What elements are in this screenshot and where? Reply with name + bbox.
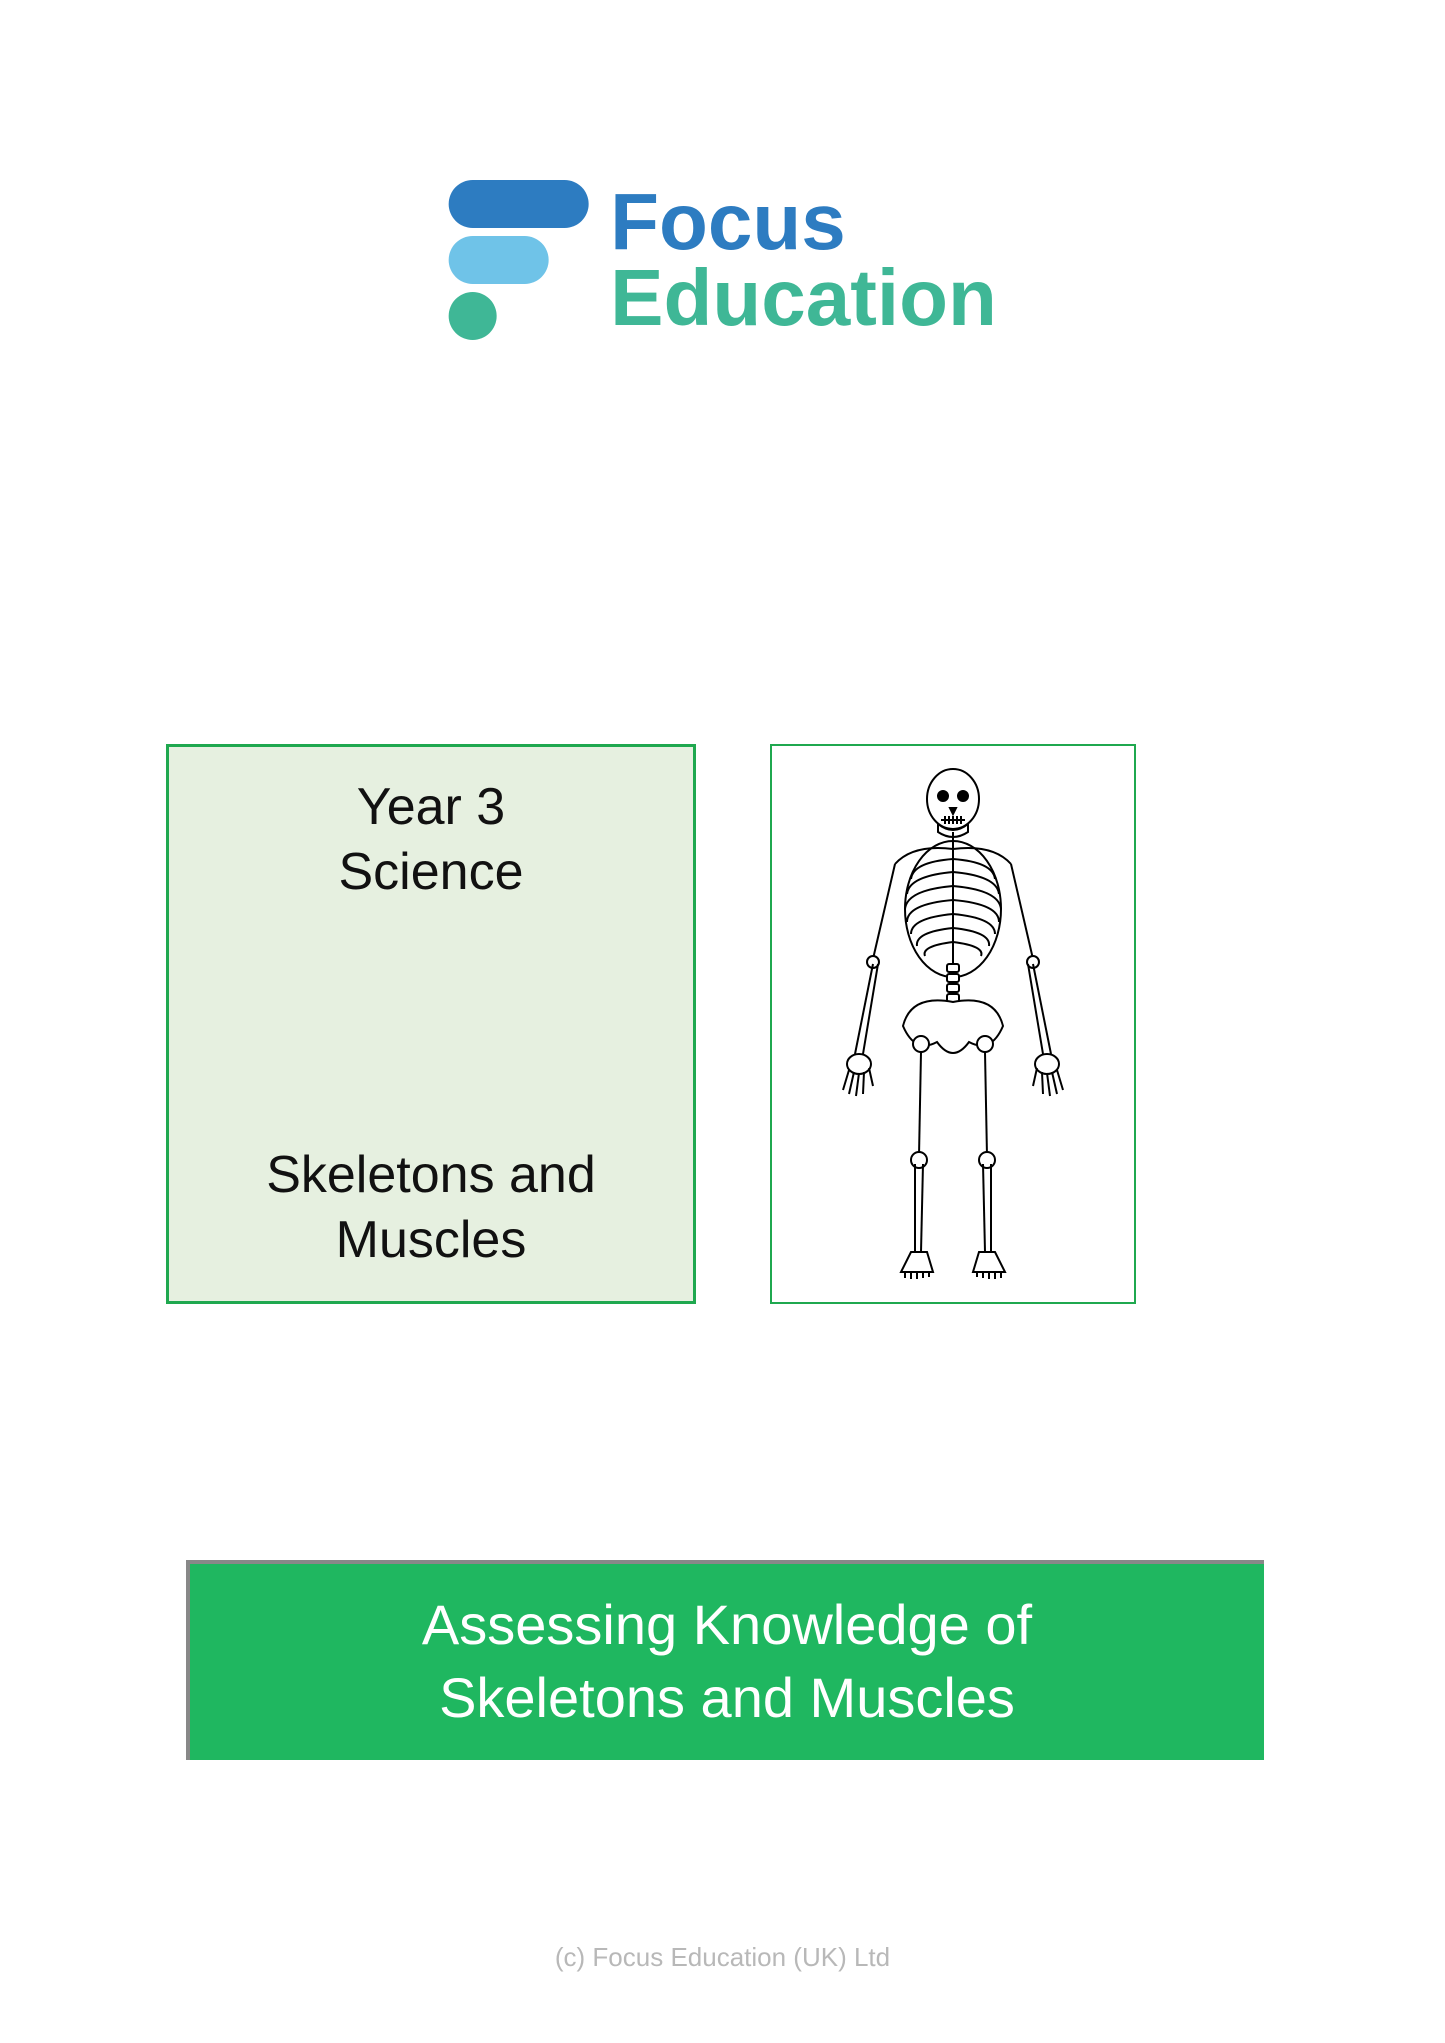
subject-label: Science <box>189 840 673 905</box>
banner-text: Assessing Knowledge of Skeletons and Mus… <box>422 1589 1032 1735</box>
topic-title-block: Skeletons and Muscles <box>189 1143 673 1273</box>
logo-dot <box>448 292 496 340</box>
copyright-footer: (c) Focus Education (UK) Ltd <box>0 1942 1445 1973</box>
focus-education-logo: Focus Education <box>448 180 997 340</box>
skeleton-icon <box>803 764 1103 1284</box>
logo-bar-top <box>448 180 588 228</box>
year-subject-block: Year 3 Science <box>189 775 673 905</box>
logo-bar-mid <box>448 236 548 284</box>
topic-line1: Skeletons and <box>189 1143 673 1208</box>
logo-text-education: Education <box>610 260 997 336</box>
topic-line2: Muscles <box>189 1208 673 1273</box>
year-label: Year 3 <box>189 775 673 840</box>
logo-mark <box>448 180 588 340</box>
banner-line1: Assessing Knowledge of <box>422 1593 1032 1656</box>
logo-wordmark: Focus Education <box>610 184 997 336</box>
skeleton-image-box <box>770 744 1136 1304</box>
topic-info-box: Year 3 Science Skeletons and Muscles <box>166 744 696 1304</box>
logo-text-focus: Focus <box>610 184 997 260</box>
assessment-banner: Assessing Knowledge of Skeletons and Mus… <box>186 1560 1264 1760</box>
document-page: Focus Education Year 3 Science Skeletons… <box>0 0 1445 2043</box>
banner-line2: Skeletons and Muscles <box>439 1666 1015 1729</box>
